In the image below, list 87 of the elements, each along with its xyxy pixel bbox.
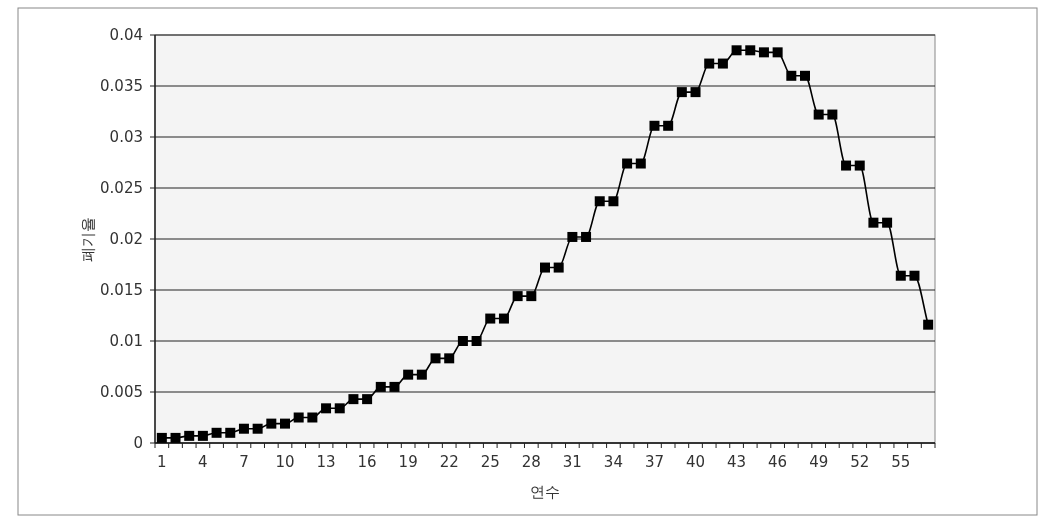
point [800,70,810,81]
point [635,158,646,169]
x-tick-label: 7 [239,453,249,471]
point [211,427,222,438]
point [238,423,249,434]
point [540,262,550,273]
x-tick-label: 28 [521,453,541,471]
point [307,412,318,423]
x-tick-label: 40 [685,453,706,471]
x-tick-label: 55 [891,453,911,471]
point [895,270,906,281]
point [170,432,181,443]
point [348,394,359,405]
point [854,160,865,171]
y-axis-title: 폐기율 [79,216,97,262]
x-tick-label: 25 [480,453,500,471]
point [457,336,468,346]
y-tick-label: 0.035 [100,77,143,95]
x-tick-label: 19 [398,453,418,471]
y-tick-label: 0.015 [100,281,143,299]
point [225,427,236,438]
x-tick-label: 34 [603,453,623,471]
point [444,353,455,364]
point [197,430,208,441]
point [594,196,605,207]
point [293,412,304,423]
point [362,394,373,405]
x-tick-label: 31 [562,453,582,471]
y-tick-label: 0.025 [100,179,143,197]
x-tick-label: 4 [198,453,208,471]
point [731,45,742,56]
point [745,45,756,56]
x-tick-label: 43 [727,453,747,471]
point [430,353,441,364]
point [772,47,783,58]
x-axis-title: 연수 [530,483,560,501]
point [676,87,687,98]
point [512,291,523,302]
x-tick-label: 46 [768,453,788,471]
point [786,70,797,81]
point [184,430,195,441]
point [567,231,578,242]
point [882,217,893,228]
point [389,381,400,392]
x-tick-label: 49 [809,453,829,471]
point [813,109,824,120]
x-tick-label: 16 [357,453,377,471]
point [663,120,674,131]
point [498,313,509,324]
x-tick-label: 1 [157,453,167,471]
point [717,58,728,69]
point [758,47,769,58]
y-tick-label: 0 [133,434,143,452]
point [471,336,482,346]
point [868,217,879,228]
y-tick-label: 0.04 [109,26,143,44]
x-tick-label: 13 [316,453,336,471]
point [690,87,701,98]
x-tick-label: 52 [850,453,870,471]
point [321,403,332,414]
point [622,158,633,169]
point [416,369,427,380]
y-tick-label: 0.01 [109,332,143,350]
x-tick-label: 22 [439,453,459,471]
y-tick-label: 0.02 [109,230,143,248]
point [608,196,619,207]
point [375,381,386,392]
x-tick-label: 10 [275,453,295,471]
point [827,109,838,120]
point [841,160,852,171]
point [581,231,592,242]
y-tick-label: 0.03 [109,128,143,146]
point [156,432,167,443]
point [280,418,290,429]
point [485,313,496,324]
point [553,262,564,273]
point [403,369,414,380]
point [704,58,715,69]
point [252,423,263,434]
point [909,270,920,281]
x-tick-label: 37 [644,453,665,471]
point [923,319,934,330]
y-tick-label: 0.005 [100,383,143,401]
point [334,403,345,414]
point [649,120,660,131]
point [526,291,537,302]
point [266,418,277,429]
